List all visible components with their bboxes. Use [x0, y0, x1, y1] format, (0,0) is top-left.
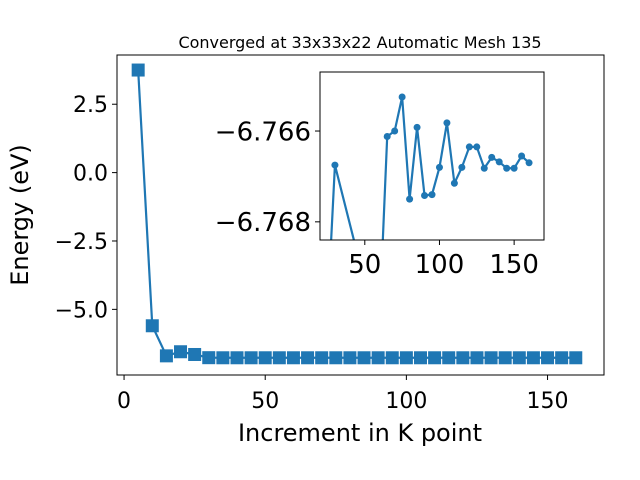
inset-x-tick-label: 50	[348, 250, 381, 280]
main-data-point	[301, 351, 315, 365]
main-data-point	[286, 351, 300, 365]
main-data-point	[188, 347, 202, 361]
inset-data-point	[398, 93, 406, 101]
x-axis-label: Increment in K point	[238, 419, 482, 447]
inset-data-point	[421, 192, 429, 199]
main-series	[131, 63, 583, 365]
main-x-tick-label: 50	[251, 389, 279, 414]
main-plot-frame	[116, 54, 605, 376]
inset-x-axis-ticks: 50 100 150	[348, 240, 539, 280]
inset-data-point	[488, 153, 496, 161]
inset-data-point	[369, 309, 376, 316]
inset-data-point	[428, 191, 436, 199]
inset-series	[324, 93, 533, 316]
main-data-point	[541, 351, 555, 365]
main-data-point	[385, 351, 399, 365]
main-data-point	[555, 351, 569, 365]
inset-data-point	[443, 119, 451, 127]
main-data-point	[442, 351, 456, 365]
main-data-point	[569, 351, 583, 365]
inset-data-point	[391, 127, 399, 135]
main-y-tick-label: 2.5	[73, 93, 108, 118]
main-data-point	[428, 351, 442, 365]
main-y-tick-label: 0.0	[73, 162, 108, 187]
main-data-point	[413, 351, 427, 365]
inset-data-point	[406, 195, 414, 203]
inset-data-point	[465, 143, 473, 151]
main-x-tick-label: 0	[117, 389, 131, 414]
y-axis-label: Energy (eV)	[6, 144, 34, 286]
main-data-point	[456, 351, 470, 365]
inset-data-point	[458, 163, 466, 171]
main-data-point	[315, 351, 329, 365]
main-x-axis-ticks: 0 50 100 150	[117, 375, 569, 414]
inset-data-point	[503, 164, 511, 172]
main-data-point	[244, 351, 258, 365]
inset-data-point	[525, 159, 533, 167]
main-y-tick-label: −5.0	[55, 298, 108, 323]
main-data-point	[159, 349, 173, 363]
inset-plot: 50 100 150 −6.768 −6.766	[215, 71, 545, 316]
inset-x-tick-label: 150	[489, 250, 539, 280]
inset-data-point	[324, 309, 331, 316]
main-data-point	[131, 63, 145, 77]
inset-data-point	[435, 163, 443, 171]
inset-data-point	[518, 152, 526, 160]
inset-data-point	[383, 132, 391, 140]
inset-data-point	[510, 164, 518, 172]
main-data-point	[258, 351, 272, 365]
main-data-point	[329, 351, 343, 365]
main-y-tick-label: −2.5	[55, 230, 108, 255]
inset-data-point	[480, 164, 488, 172]
inset-y-axis-ticks: −6.768 −6.766	[215, 117, 320, 238]
main-data-point	[145, 319, 159, 333]
inset-data-point	[450, 179, 458, 187]
main-data-point	[202, 351, 216, 365]
main-plot: Converged at 33x33x22 Automatic Mesh 135…	[6, 33, 605, 447]
inset-data-point	[413, 123, 421, 131]
main-data-point	[230, 351, 244, 365]
main-data-point	[174, 345, 188, 359]
inset-y-tick-label: −6.768	[215, 208, 311, 238]
inset-data-point	[495, 158, 503, 166]
inset-y-tick-label: −6.766	[215, 117, 311, 147]
inset-data-point	[376, 309, 383, 316]
main-data-point	[484, 351, 498, 365]
main-data-point	[512, 351, 526, 365]
inset-plot-frame	[319, 71, 545, 241]
main-data-point	[272, 351, 286, 365]
inset-x-tick-label: 100	[415, 250, 465, 280]
inset-data-point	[473, 143, 481, 151]
main-data-point	[526, 351, 540, 365]
main-data-point	[357, 351, 371, 365]
main-data-point	[498, 351, 512, 365]
main-data-point	[343, 351, 357, 365]
inset-plot-background	[320, 72, 544, 240]
main-x-tick-label: 150	[527, 389, 569, 414]
inset-data-point	[331, 161, 339, 169]
main-data-point	[399, 351, 413, 365]
main-data-point	[470, 351, 484, 365]
main-data-point	[216, 351, 230, 365]
chart-title: Converged at 33x33x22 Automatic Mesh 135	[178, 33, 541, 52]
main-y-axis-ticks: 2.5 0.0 −2.5 −5.0	[55, 93, 117, 323]
main-data-point	[371, 351, 385, 365]
main-x-tick-label: 100	[385, 389, 427, 414]
